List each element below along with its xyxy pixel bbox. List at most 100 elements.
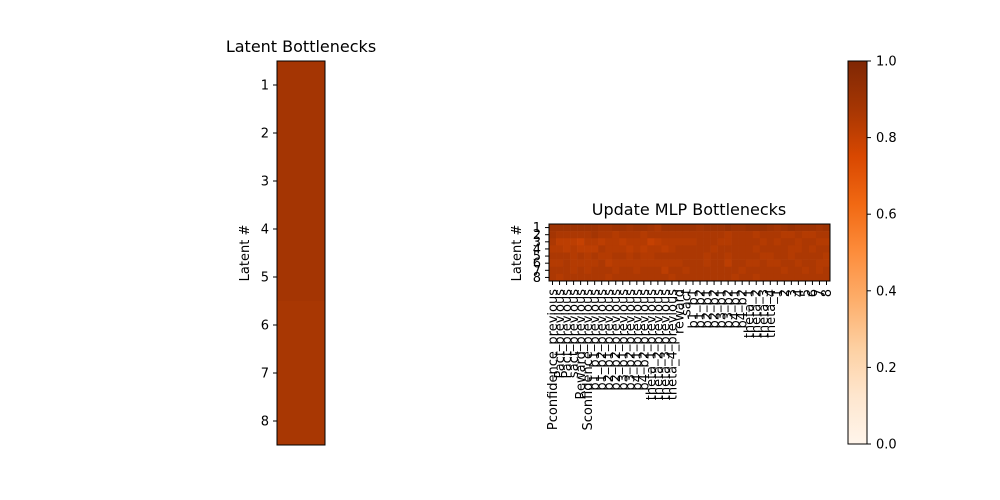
update-mlp-bottlenecks-cell: [773, 238, 782, 246]
update-mlp-bottlenecks-cell: [675, 259, 683, 268]
update-mlp-bottlenecks-cell: [598, 224, 606, 232]
update-mlp-bottlenecks-cell: [766, 224, 775, 232]
update-mlp-bottlenecks-xtick-label: Pact_previous: [560, 289, 575, 379]
update-mlp-bottlenecks-cell: [759, 238, 768, 246]
update-mlp-bottlenecks-cell: [661, 238, 669, 246]
update-mlp-bottlenecks-cell: [549, 231, 557, 239]
update-mlp-bottlenecks-cell: [570, 252, 578, 260]
update-mlp-bottlenecks-cell: [794, 273, 803, 282]
update-mlp-bottlenecks-cell: [591, 252, 599, 260]
update-mlp-bottlenecks-xtick-label: 5: [799, 289, 814, 297]
update-mlp-bottlenecks-cell: [808, 266, 817, 275]
update-mlp-bottlenecks-cell: [731, 238, 739, 246]
update-mlp-bottlenecks-cell: [752, 273, 761, 282]
update-mlp-bottlenecks-cell: [808, 238, 817, 246]
update-mlp-bottlenecks-cell: [696, 259, 704, 268]
update-mlp-bottlenecks-cell: [605, 245, 613, 253]
update-mlp-bottlenecks-xtick-label: reward: [672, 289, 687, 334]
latent-bottlenecks-cell: [277, 301, 326, 350]
update-mlp-bottlenecks-xticks: Pconfidence_previousPact_previousPact_pr…: [546, 281, 835, 431]
update-mlp-bottlenecks-cell: [794, 259, 803, 268]
update-mlp-bottlenecks-cell: [556, 224, 564, 232]
update-mlp-bottlenecks-cell: [584, 224, 592, 232]
update-mlp-bottlenecks-cell: [724, 245, 732, 253]
update-mlp-bottlenecks-cell: [738, 259, 746, 268]
update-mlp-bottlenecks-ytick-label: 8: [533, 271, 541, 286]
update-mlp-bottlenecks-cell: [766, 266, 775, 275]
update-mlp-bottlenecks-cell: [703, 231, 711, 239]
update-mlp-bottlenecks-cell: [668, 231, 676, 239]
update-mlp-bottlenecks-xtick-label: b1_b1: [687, 289, 702, 329]
update-mlp-bottlenecks-cell: [619, 266, 627, 275]
update-mlp-bottlenecks-cell: [577, 231, 585, 239]
update-mlp-bottlenecks-cell: [752, 259, 761, 268]
update-mlp-bottlenecks-cell: [654, 266, 662, 275]
update-mlp-bottlenecks-cell: [703, 245, 711, 253]
update-mlp-bottlenecks-ytick-label: 3: [533, 235, 541, 250]
update-mlp-bottlenecks-cell: [605, 252, 613, 260]
update-mlp-bottlenecks-cell: [626, 266, 634, 275]
update-mlp-bottlenecks-cell: [654, 273, 662, 282]
update-mlp-bottlenecks-cell: [633, 252, 641, 260]
update-mlp-bottlenecks-cell: [689, 273, 697, 282]
update-mlp-bottlenecks-cell: [703, 238, 711, 246]
update-mlp-bottlenecks-xtick-label: sact_previous: [567, 289, 582, 378]
colorbar: 0.0 0.2 0.4 0.6 0.8 1.0: [847, 55, 897, 453]
update-mlp-bottlenecks-xtick-label: b4_b1_previous: [630, 289, 645, 391]
update-mlp-bottlenecks-cell: [549, 238, 557, 246]
update-mlp-bottlenecks-cell: [591, 231, 599, 239]
update-mlp-bottlenecks-cell: [654, 224, 662, 232]
update-mlp-bottlenecks-cell: [682, 231, 690, 239]
update-mlp-bottlenecks-cell: [598, 245, 606, 253]
update-mlp-bottlenecks-cell: [626, 252, 634, 260]
update-mlp-bottlenecks-cell: [577, 245, 585, 253]
update-mlp-bottlenecks-cell: [703, 266, 711, 275]
update-mlp-bottlenecks-xtick-label: b4_b1: [729, 289, 744, 329]
update-mlp-bottlenecks-cell: [780, 231, 789, 239]
update-mlp-bottlenecks-xtick-label: 7: [813, 289, 828, 297]
update-mlp-bottlenecks-cell: [556, 252, 564, 260]
update-mlp-bottlenecks-cell: [815, 259, 824, 268]
update-mlp-bottlenecks-cell: [794, 252, 803, 260]
update-mlp-bottlenecks-ytick-label: 5: [533, 250, 541, 265]
update-mlp-bottlenecks-cell: [780, 252, 789, 260]
update-mlp-bottlenecks-cell: [584, 266, 592, 275]
update-mlp-bottlenecks-xtick-label: b1_b2: [694, 289, 709, 329]
latent-bottlenecks-ytick-label: 5: [261, 271, 269, 286]
update-mlp-bottlenecks-cell: [738, 266, 746, 275]
update-mlp-bottlenecks-cell: [822, 245, 831, 253]
update-mlp-bottlenecks-cell: [703, 252, 711, 260]
update-mlp-bottlenecks-cell: [647, 259, 655, 268]
update-mlp-bottlenecks-cell: [731, 231, 739, 239]
update-mlp-bottlenecks-cell: [668, 238, 676, 246]
update-mlp-bottlenecks-cell: [724, 238, 732, 246]
update-mlp-bottlenecks-cell: [801, 266, 810, 275]
update-mlp-bottlenecks-cell: [787, 224, 796, 232]
update-mlp-bottlenecks-cell: [591, 245, 599, 253]
update-mlp-bottlenecks-cell: [591, 266, 599, 275]
update-mlp-bottlenecks-ylabel: Latent #: [510, 225, 525, 282]
update-mlp-bottlenecks-cell: [612, 273, 620, 282]
update-mlp-bottlenecks-cell: [619, 224, 627, 232]
update-mlp-bottlenecks-cell: [605, 266, 613, 275]
update-mlp-bottlenecks-cell: [738, 252, 746, 260]
update-mlp-bottlenecks-cell: [780, 259, 789, 268]
update-mlp-bottlenecks-cell: [745, 224, 754, 232]
update-mlp-bottlenecks-cell: [822, 238, 831, 246]
update-mlp-bottlenecks-cell: [612, 224, 620, 232]
update-mlp-bottlenecks-cell: [759, 259, 768, 268]
update-mlp-bottlenecks-cell: [570, 231, 578, 239]
update-mlp-bottlenecks-cell: [717, 273, 725, 282]
update-mlp-bottlenecks-cell: [591, 273, 599, 282]
update-mlp-bottlenecks-cell: [570, 266, 578, 275]
update-mlp-bottlenecks-ytick-label: 2: [533, 228, 541, 243]
update-mlp-bottlenecks-cell: [612, 259, 620, 268]
update-mlp-bottlenecks-cell: [598, 259, 606, 268]
update-mlp-bottlenecks-cell: [787, 231, 796, 239]
update-mlp-bottlenecks-cell: [689, 238, 697, 246]
update-mlp-bottlenecks-cell: [563, 266, 571, 275]
update-mlp-bottlenecks-cell: [703, 273, 711, 282]
update-mlp-bottlenecks-cell: [556, 273, 564, 282]
update-mlp-bottlenecks-cell: [612, 252, 620, 260]
